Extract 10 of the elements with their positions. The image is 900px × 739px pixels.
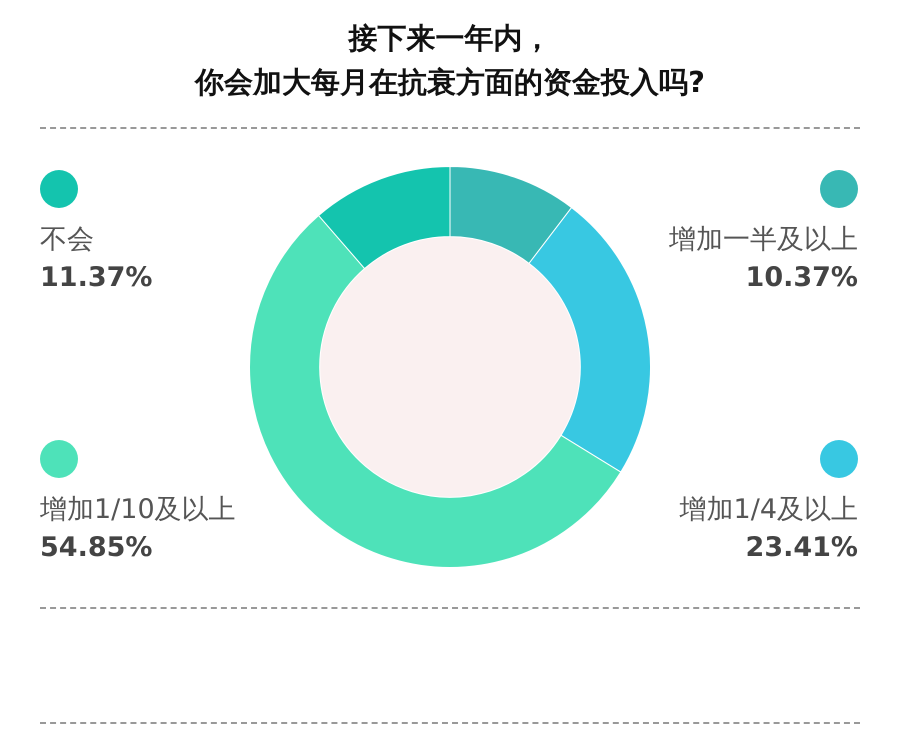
data-label: 23.41%: [746, 531, 858, 565]
data-label: 11.37%: [40, 261, 152, 295]
chart-subtitle: 你会加大每月在抗衰方面的资金投入吗?: [195, 65, 705, 99]
legend-label: 增加一半及以上: [669, 223, 858, 257]
data-label: 54.85%: [40, 531, 152, 565]
legend-label: 增加1/4及以上: [680, 493, 858, 527]
legend-label: 增加1/10及以上: [40, 493, 236, 527]
data-label: 10.37%: [746, 261, 858, 295]
chart-title: 接下来一年内，: [348, 21, 552, 55]
legend-label: 不会: [40, 223, 94, 257]
